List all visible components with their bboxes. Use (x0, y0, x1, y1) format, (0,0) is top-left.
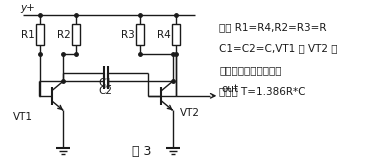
Bar (72, 24, 80, 45)
Text: 如果 R1=R4,R2=R3=R: 如果 R1=R4,R2=R3=R (219, 22, 327, 32)
Text: C1=C2=C,VT1 和 VT2 相: C1=C2=C,VT1 和 VT2 相 (219, 43, 338, 53)
Text: R4: R4 (157, 30, 171, 40)
Text: R1: R1 (21, 30, 35, 40)
Text: 周期为 T=1.386R*C: 周期为 T=1.386R*C (219, 86, 306, 96)
Text: 图 3: 图 3 (132, 145, 151, 158)
Bar (36, 24, 44, 45)
Text: C1: C1 (99, 78, 113, 88)
Text: R3: R3 (121, 30, 135, 40)
Text: y+: y+ (20, 3, 35, 13)
Text: R2: R2 (57, 30, 71, 40)
Text: 同电路对称则方波脉冲: 同电路对称则方波脉冲 (219, 65, 282, 75)
Text: VT1: VT1 (13, 112, 33, 122)
Bar (172, 24, 180, 45)
Text: C2: C2 (99, 86, 113, 96)
Text: out: out (221, 84, 238, 94)
Text: VT2: VT2 (180, 108, 200, 118)
Bar (136, 24, 143, 45)
